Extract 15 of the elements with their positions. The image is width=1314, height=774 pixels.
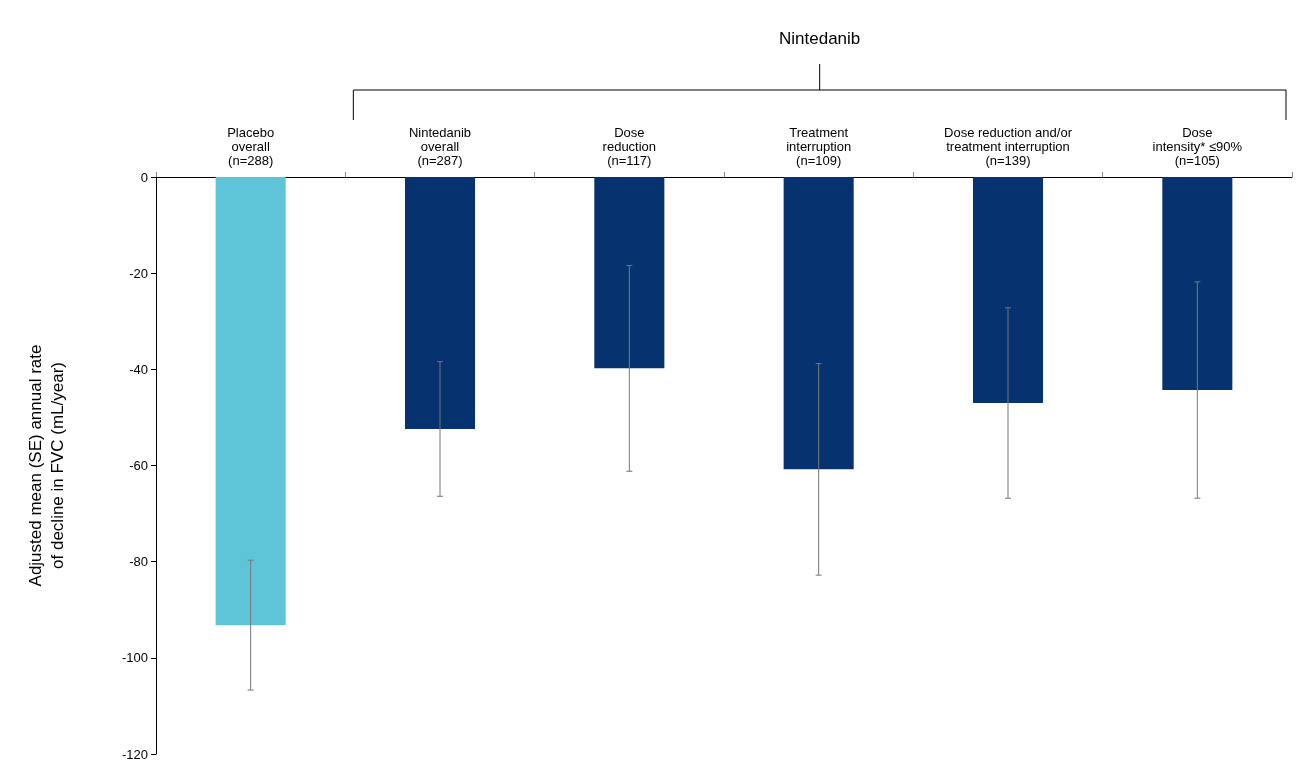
text: Nintedanib: [779, 28, 861, 48]
y-tick-label: -120: [121, 746, 148, 762]
x-tick-label: Treatment interruption (n=109): [786, 124, 852, 168]
y-tick-label: -100: [121, 650, 148, 666]
x-tick-label: Placebo overall (n=288): [227, 124, 275, 168]
y-axis-title: Adjusted mean (SE) annual rate of decline in FVC (mL/year): [25, 344, 67, 587]
x-tick-label: Dose reduction (n=117): [602, 124, 657, 168]
x-tick-label: Dose reduction and/or treatment interruption (n=139): [944, 124, 1073, 168]
y-tick-label: 0: [140, 169, 148, 185]
y-tick-label: -80: [129, 554, 148, 570]
x-tick-label: Dose intensity* ≤90% (n=105): [1152, 124, 1243, 168]
y-tick-label: -20: [129, 265, 148, 281]
x-tick-label: Nintedanib overall (n=287): [408, 124, 472, 168]
y-tick-label: -40: [129, 361, 148, 377]
y-tick-label: -60: [129, 458, 148, 473]
